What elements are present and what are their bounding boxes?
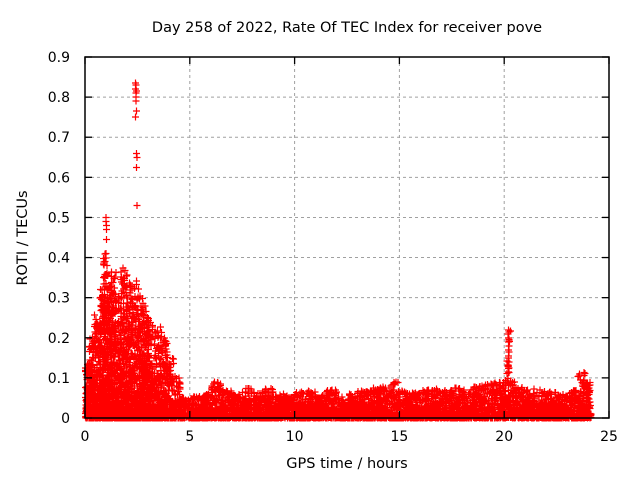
- y-tick-label: 0: [61, 411, 70, 427]
- y-axis-label: ROTI / TECUs: [15, 190, 31, 285]
- grid-lines: [85, 57, 609, 418]
- y-tick-label: 0.8: [48, 90, 70, 106]
- y-tick-labels: 0 0.1 0.2 0.3 0.4 0.5 0.6 0.7 0.8 0.9: [48, 50, 70, 427]
- y-tick-label: 0.5: [48, 210, 70, 226]
- x-tick-label: 20: [495, 429, 513, 445]
- data-points: [82, 79, 595, 422]
- y-tick-label: 0.4: [48, 251, 70, 267]
- chart-title: Day 258 of 2022, Rate Of TEC Index for r…: [152, 20, 542, 36]
- x-tick-label: 25: [600, 429, 618, 445]
- plot-frame: [84, 56, 610, 419]
- y-tick-label: 0.7: [48, 130, 70, 146]
- x-tick-label: 15: [390, 429, 408, 445]
- x-tick-label: 0: [81, 429, 90, 445]
- y-tick-label: 0.9: [48, 50, 70, 66]
- x-tick-label: 5: [185, 429, 194, 445]
- y-tick-label: 0.3: [48, 291, 70, 307]
- x-axis-label: GPS time / hours: [286, 456, 407, 472]
- y-tick-label: 0.2: [48, 331, 70, 347]
- x-tick-labels: 0 5 10 15 20 25: [81, 429, 618, 445]
- x-tick-label: 10: [286, 429, 304, 445]
- y-tick-label: 0.1: [48, 371, 70, 387]
- y-tick-label: 0.6: [48, 170, 70, 186]
